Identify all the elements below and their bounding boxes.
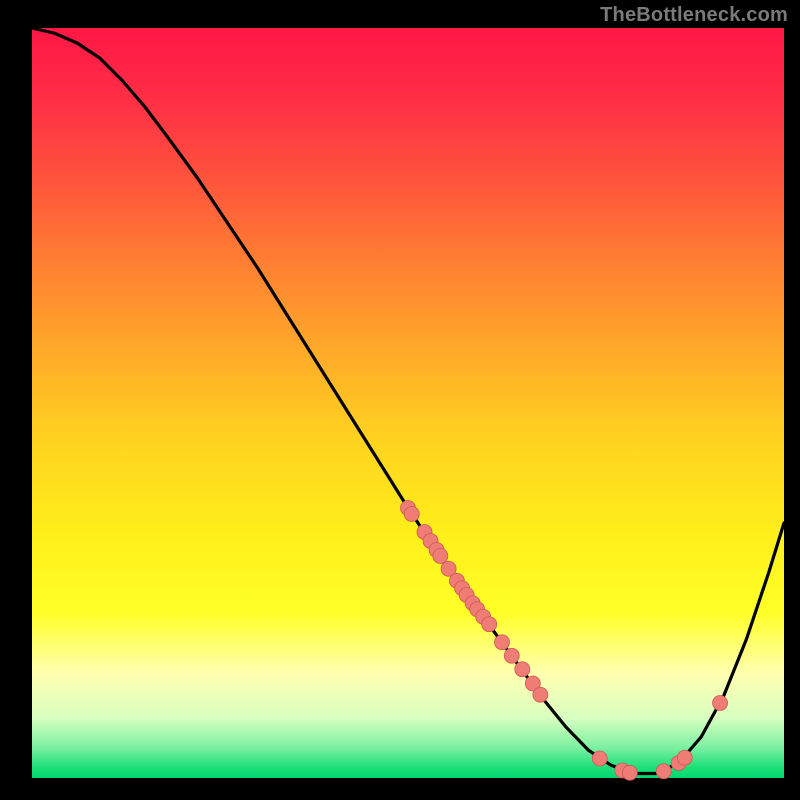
data-marker — [713, 696, 728, 711]
plot-background — [32, 28, 784, 778]
data-marker — [495, 635, 510, 650]
data-marker — [482, 617, 497, 632]
data-marker — [433, 549, 448, 564]
data-marker — [533, 687, 548, 702]
data-marker — [515, 662, 530, 677]
data-marker — [656, 764, 671, 779]
chart-container: TheBottleneck.com — [0, 0, 800, 800]
data-marker — [622, 765, 637, 780]
data-marker — [677, 750, 692, 765]
bottleneck-curve-chart — [0, 0, 800, 800]
watermark-text: TheBottleneck.com — [600, 4, 788, 27]
data-marker — [404, 507, 419, 522]
data-marker — [504, 648, 519, 663]
data-marker — [592, 751, 607, 766]
